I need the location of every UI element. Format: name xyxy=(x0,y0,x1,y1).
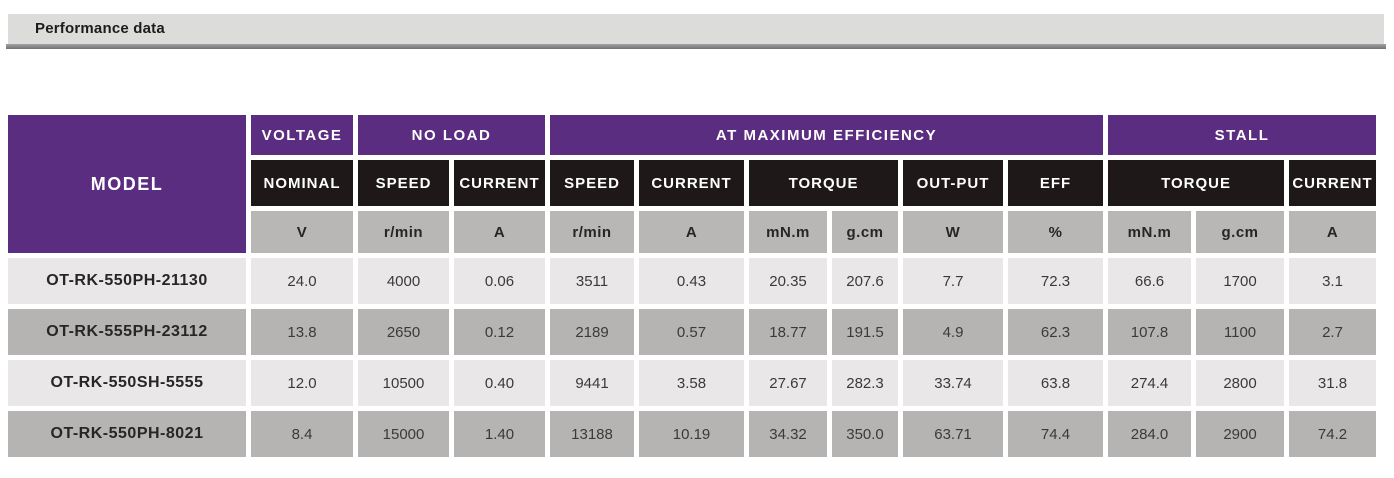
unit-cell: mN.m xyxy=(1108,211,1192,253)
sub-header-eff: EFF xyxy=(1008,160,1104,206)
data-cell: 27.67 xyxy=(749,360,828,406)
sub-header-stall-current: CURRENT xyxy=(1289,160,1377,206)
data-cell: 0.06 xyxy=(454,258,546,304)
data-cell: 207.6 xyxy=(832,258,899,304)
data-cell: 63.71 xyxy=(903,411,1004,457)
data-cell: 13188 xyxy=(550,411,635,457)
sub-header-stall-torque: TORQUE xyxy=(1108,160,1285,206)
data-cell: 2650 xyxy=(358,309,449,355)
unit-cell: g.cm xyxy=(832,211,899,253)
group-header-row: MODEL VOLTAGE NO LOAD AT MAXIMUM EFFICIE… xyxy=(8,115,1377,253)
data-cell: 15000 xyxy=(358,411,449,457)
data-cell: 2.7 xyxy=(1289,309,1377,355)
data-cell: 0.40 xyxy=(454,360,546,406)
data-cell: 10.19 xyxy=(639,411,745,457)
data-cell: 2189 xyxy=(550,309,635,355)
data-cell: 1700 xyxy=(1196,258,1285,304)
sub-header-nominal: NOMINAL xyxy=(251,160,353,206)
data-cell: 63.8 xyxy=(1008,360,1104,406)
model-cell: OT-RK-550PH-8021 xyxy=(8,411,246,457)
unit-cell: g.cm xyxy=(1196,211,1285,253)
sub-header-maxeff-torque: TORQUE xyxy=(749,160,899,206)
table-row: OT-RK-550SH-5555 12.0 10500 0.40 9441 3.58 27.… xyxy=(8,360,1377,406)
data-cell: 3.58 xyxy=(639,360,745,406)
data-cell: 62.3 xyxy=(1008,309,1104,355)
data-cell: 10500 xyxy=(358,360,449,406)
data-cell: 1100 xyxy=(1196,309,1285,355)
group-header-voltage: VOLTAGE xyxy=(251,115,353,155)
data-cell: 74.4 xyxy=(1008,411,1104,457)
data-cell: 3.1 xyxy=(1289,258,1377,304)
column-header-model: MODEL xyxy=(8,115,246,253)
section-header-underline xyxy=(6,44,1386,49)
units-row: V r/min A r/min A mN.m g.cm W % mN.m g.c… xyxy=(8,211,1377,253)
unit-cell: A xyxy=(454,211,546,253)
data-cell: 7.7 xyxy=(903,258,1004,304)
data-cell: 4000 xyxy=(358,258,449,304)
data-cell: 31.8 xyxy=(1289,360,1377,406)
data-cell: 0.57 xyxy=(639,309,745,355)
data-cell: 2800 xyxy=(1196,360,1285,406)
data-cell: 107.8 xyxy=(1108,309,1192,355)
data-cell: 191.5 xyxy=(832,309,899,355)
data-cell: 4.9 xyxy=(903,309,1004,355)
unit-cell: mN.m xyxy=(749,211,828,253)
data-cell: 3511 xyxy=(550,258,635,304)
group-header-no-load: NO LOAD xyxy=(358,115,546,155)
unit-cell: W xyxy=(903,211,1004,253)
data-cell: 2900 xyxy=(1196,411,1285,457)
data-cell: 1.40 xyxy=(454,411,546,457)
unit-cell: r/min xyxy=(358,211,449,253)
data-cell: 350.0 xyxy=(832,411,899,457)
sub-header-output: OUT-PUT xyxy=(903,160,1004,206)
section-header-bar: Performance data xyxy=(8,14,1384,44)
data-cell: 74.2 xyxy=(1289,411,1377,457)
model-cell: OT-RK-550SH-5555 xyxy=(8,360,246,406)
table-body: OT-RK-550PH-21130 24.0 4000 0.06 3511 0.43 20.… xyxy=(8,258,1377,457)
data-cell: 8.4 xyxy=(251,411,353,457)
unit-cell: r/min xyxy=(550,211,635,253)
data-cell: 13.8 xyxy=(251,309,353,355)
unit-cell: A xyxy=(639,211,745,253)
unit-cell: A xyxy=(1289,211,1377,253)
group-header-at-maximum-efficiency: AT MAXIMUM EFFICIENCY xyxy=(550,115,1104,155)
data-cell: 12.0 xyxy=(251,360,353,406)
table-row: OT-RK-555PH-23112 13.8 2650 0.12 2189 0.57 18.… xyxy=(8,309,1377,355)
sub-header-row: NOMINAL SPEED CURRENT SPEED CURRENT TORQ… xyxy=(8,160,1377,206)
data-cell: 282.3 xyxy=(832,360,899,406)
data-cell: 72.3 xyxy=(1008,258,1104,304)
data-cell: 24.0 xyxy=(251,258,353,304)
data-cell: 9441 xyxy=(550,360,635,406)
data-cell: 20.35 xyxy=(749,258,828,304)
data-cell: 0.43 xyxy=(639,258,745,304)
unit-cell: % xyxy=(1008,211,1104,253)
unit-cell: V xyxy=(251,211,353,253)
data-cell: 33.74 xyxy=(903,360,1004,406)
sub-header-noload-current: CURRENT xyxy=(454,160,546,206)
table-row: OT-RK-550PH-21130 24.0 4000 0.06 3511 0.43 20.… xyxy=(8,258,1377,304)
sub-header-noload-speed: SPEED xyxy=(358,160,449,206)
performance-table: MODEL VOLTAGE NO LOAD AT MAXIMUM EFFICIE… xyxy=(3,110,1381,462)
sub-header-maxeff-current: CURRENT xyxy=(639,160,745,206)
data-cell: 34.32 xyxy=(749,411,828,457)
model-cell: OT-RK-550PH-21130 xyxy=(8,258,246,304)
group-header-stall: STALL xyxy=(1108,115,1377,155)
data-cell: 66.6 xyxy=(1108,258,1192,304)
table-row: OT-RK-550PH-8021 8.4 15000 1.40 13188 10.19 34… xyxy=(8,411,1377,457)
sub-header-maxeff-speed: SPEED xyxy=(550,160,635,206)
data-cell: 0.12 xyxy=(454,309,546,355)
page-title: Performance data xyxy=(35,20,165,37)
data-cell: 284.0 xyxy=(1108,411,1192,457)
data-cell: 274.4 xyxy=(1108,360,1192,406)
model-cell: OT-RK-555PH-23112 xyxy=(8,309,246,355)
data-cell: 18.77 xyxy=(749,309,828,355)
